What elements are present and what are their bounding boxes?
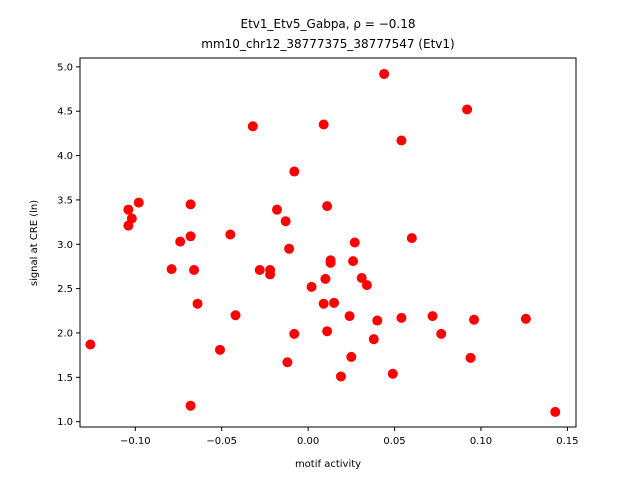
- data-point-34: [335, 371, 346, 382]
- x-tick-label: 0.10: [470, 436, 492, 447]
- data-point-11: [192, 298, 203, 309]
- data-point-44: [387, 368, 398, 379]
- data-point-35: [344, 311, 355, 322]
- data-point-4: [133, 197, 144, 208]
- x-tick-label: 0.05: [383, 436, 405, 447]
- data-points: [85, 68, 561, 417]
- chart-title-line2: mm10_chr12_38777375_38777547 (Etv1): [201, 37, 454, 51]
- data-point-0: [85, 339, 96, 350]
- data-point-23: [289, 166, 300, 177]
- x-axis-label: motif activity: [295, 459, 361, 470]
- data-point-3: [126, 213, 137, 224]
- data-point-24: [289, 328, 300, 339]
- y-tick-label: 3.5: [57, 195, 73, 206]
- data-point-47: [406, 233, 417, 244]
- data-point-15: [247, 121, 258, 132]
- data-point-21: [282, 357, 293, 368]
- data-point-48: [427, 311, 438, 322]
- data-point-46: [396, 312, 407, 323]
- data-point-16: [254, 264, 265, 275]
- y-tick-label: 3.0: [57, 240, 73, 251]
- x-tick-label: 0.00: [297, 436, 319, 447]
- data-point-29: [322, 201, 333, 212]
- data-point-1: [123, 204, 134, 215]
- axes-frame: [79, 57, 577, 428]
- y-tick-label: 4.5: [57, 107, 73, 118]
- data-point-5: [166, 264, 177, 275]
- data-point-53: [520, 313, 531, 324]
- data-point-40: [361, 280, 372, 291]
- data-point-37: [348, 256, 359, 267]
- data-point-22: [284, 243, 295, 254]
- data-point-42: [372, 315, 383, 326]
- data-point-52: [469, 314, 480, 325]
- data-point-51: [465, 352, 476, 363]
- data-point-27: [318, 298, 329, 309]
- data-point-39: [356, 272, 367, 283]
- data-point-43: [379, 68, 390, 79]
- data-point-30: [322, 326, 333, 337]
- data-point-32: [325, 257, 336, 268]
- data-point-8: [185, 231, 196, 242]
- y-tick-label: 2.5: [57, 284, 73, 295]
- data-point-13: [225, 229, 236, 240]
- data-point-50: [462, 104, 473, 115]
- x-axis-ticks: −0.10 −0.05 0.00 0.05 0.10 0.15: [120, 427, 578, 447]
- data-point-38: [349, 237, 360, 248]
- y-tick-label: 2.0: [57, 328, 73, 339]
- x-tick-label: −0.05: [206, 436, 237, 447]
- data-point-18: [265, 269, 276, 280]
- x-tick-label: −0.10: [120, 436, 151, 447]
- data-point-14: [230, 310, 241, 321]
- data-point-33: [329, 297, 340, 308]
- y-tick-label: 4.0: [57, 151, 73, 162]
- y-tick-label: 5.0: [57, 62, 73, 73]
- data-point-9: [185, 400, 196, 411]
- data-point-45: [396, 135, 407, 146]
- data-point-54: [550, 406, 561, 417]
- chart-title-line1: Etv1_Etv5_Gabpa, ρ = −0.18: [241, 17, 416, 31]
- data-point-20: [280, 216, 291, 227]
- y-tick-label: 1.0: [57, 417, 73, 428]
- data-point-49: [436, 328, 447, 339]
- data-point-10: [189, 264, 200, 275]
- data-point-28: [320, 273, 331, 284]
- data-point-41: [368, 334, 379, 345]
- data-point-12: [214, 344, 225, 355]
- y-axis-ticks: 1.0 1.5 2.0 2.5 3.0 3.5 4.0 4.5 5.0: [57, 62, 80, 428]
- data-point-26: [318, 119, 329, 130]
- data-point-25: [306, 281, 317, 292]
- data-point-36: [346, 351, 357, 362]
- y-tick-label: 1.5: [57, 373, 73, 384]
- x-tick-label: 0.15: [556, 436, 578, 447]
- data-point-7: [185, 199, 196, 210]
- data-point-19: [272, 204, 283, 215]
- data-point-6: [175, 236, 186, 247]
- y-axis-label: signal at CRE (ln): [29, 200, 40, 286]
